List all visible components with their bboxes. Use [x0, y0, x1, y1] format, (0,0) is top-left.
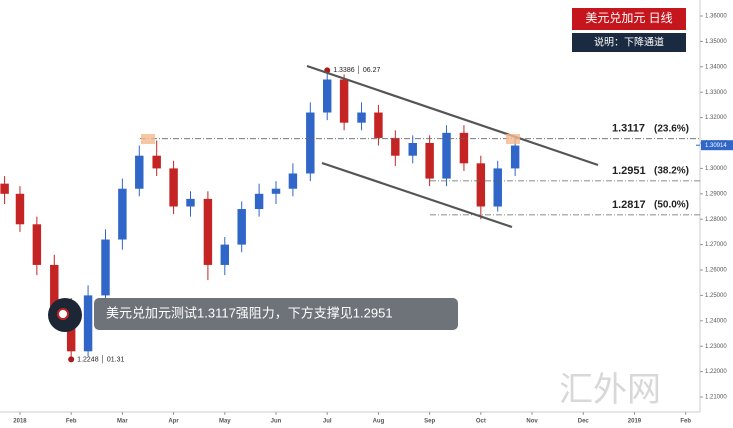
- candle-body: [339, 79, 349, 123]
- last-price-box: [701, 140, 733, 151]
- level-ratio: (38.2%): [654, 165, 689, 176]
- y-tick-label: 1.27000: [705, 242, 727, 248]
- y-tick-label: 1.28000: [705, 217, 727, 223]
- channel-lower: [321, 161, 513, 229]
- candle-body: [306, 112, 315, 174]
- y-tick-label: 1.36000: [705, 14, 727, 20]
- x-tick-label: Apr: [168, 419, 179, 425]
- candle-body: [220, 244, 230, 265]
- subtitle: 说明：下降通道: [594, 36, 664, 49]
- x-tick-label: 2018: [13, 419, 27, 425]
- x-tick-label: Mar: [117, 419, 128, 425]
- avatar-icon: [57, 308, 69, 320]
- candle-body: [476, 163, 486, 207]
- y-tick-label: 1.34000: [705, 64, 727, 70]
- candle-body: [152, 155, 161, 169]
- plot-area: 1.21000 1.22000 1.23000 1.24000 1.25000 1.260…: [0, 14, 733, 425]
- title-box: [572, 8, 686, 30]
- title: 美元兑加元 日线: [585, 11, 672, 25]
- candle-body: [254, 193, 264, 210]
- candle-body: [288, 173, 298, 189]
- candle-body: [459, 132, 469, 164]
- candle-body: [135, 155, 144, 189]
- highlight: [506, 134, 520, 144]
- caption-box: [94, 298, 458, 330]
- x-tick-label: May: [219, 419, 231, 425]
- candle-body: [32, 224, 42, 265]
- y-tick-label: 1.24000: [705, 318, 727, 324]
- candle-body: [0, 183, 9, 194]
- annotation-dot: [68, 356, 75, 363]
- highlight: [141, 134, 155, 144]
- candle-body: [50, 264, 59, 309]
- x-tick-label: Nov: [526, 419, 538, 425]
- candle-body: [101, 239, 110, 296]
- level-ratio: (50.0%): [654, 200, 689, 211]
- candle-body: [169, 168, 178, 207]
- x-tick-label: Oct: [476, 419, 486, 425]
- candle-body: [425, 143, 434, 179]
- candle-body: [510, 145, 520, 169]
- annotation-label: 1.2248 │ 01.31: [77, 354, 124, 364]
- x-tick-label: 2019: [628, 419, 642, 425]
- last-price-label: 1.30914: [705, 143, 727, 149]
- x-tick-label: Feb: [680, 419, 691, 425]
- channel-upper: [306, 64, 599, 167]
- x-tick-label: Jul: [323, 419, 332, 425]
- x-tick-label: Dec: [578, 419, 590, 425]
- y-tick-label: 1.29000: [705, 191, 727, 197]
- y-tick-label: 1.33000: [705, 90, 727, 96]
- candle-body: [15, 193, 25, 225]
- candle-body: [271, 188, 281, 194]
- x-tick-label: Sep: [424, 419, 435, 425]
- y-tick-label: 1.35000: [705, 39, 727, 45]
- y-tick-label: 1.25000: [705, 293, 727, 299]
- level-value: 1.2951: [612, 165, 646, 177]
- candle-body: [237, 209, 246, 245]
- x-tick-label: Jun: [271, 419, 282, 425]
- y-tick-label: 1.22000: [705, 369, 727, 375]
- candle-body: [493, 168, 502, 207]
- level-value: 1.2817: [612, 199, 646, 211]
- candle-body: [408, 143, 417, 156]
- x-tick-label: Feb: [66, 419, 77, 425]
- y-tick-label: 1.30000: [705, 166, 727, 172]
- level-ratio: (23.6%): [654, 123, 689, 134]
- candle-body: [442, 132, 451, 179]
- candle-body: [391, 137, 400, 156]
- y-tick-label: 1.32000: [705, 115, 727, 121]
- candle-body: [374, 112, 383, 138]
- x-tick-label: Aug: [373, 419, 385, 425]
- candle-body: [322, 79, 332, 113]
- candle-body: [203, 198, 213, 265]
- y-tick-label: 1.21000: [705, 395, 727, 401]
- watermark: 汇外网: [559, 371, 661, 409]
- candle-body: [83, 295, 93, 352]
- candle-body: [357, 112, 366, 123]
- candle-body: [186, 198, 195, 207]
- level-value: 1.3117: [612, 123, 645, 135]
- annotation-label: 1.3386 │ 06.27: [333, 65, 380, 75]
- y-tick-label: 1.26000: [705, 268, 727, 274]
- y-tick-label: 1.23000: [705, 344, 727, 350]
- subtitle-box: [572, 33, 686, 52]
- caption: 美元兑加元测试1.3117强阻力，下方支撑见1.2951: [106, 305, 393, 320]
- candle-body: [118, 188, 127, 240]
